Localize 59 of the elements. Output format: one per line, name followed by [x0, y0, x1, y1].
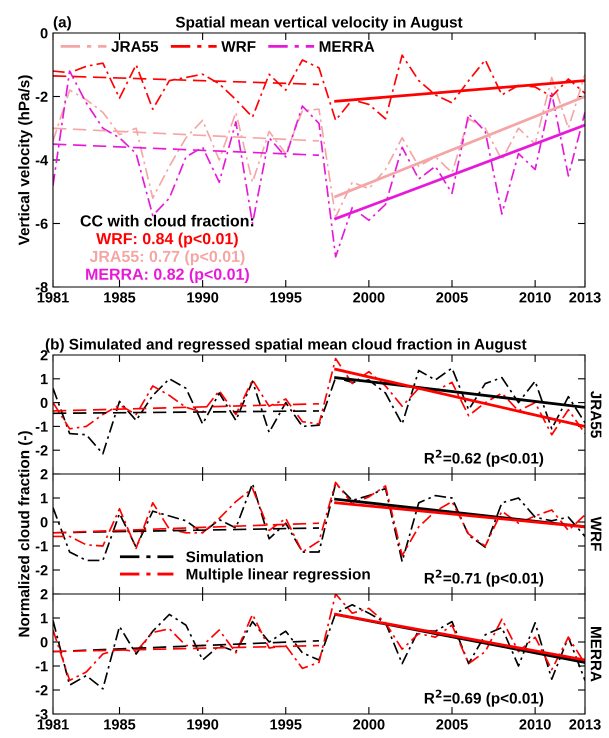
x-tick-label: 1990 [187, 292, 218, 303]
y-tick-label: 1 [40, 493, 48, 504]
x-tick-label: 2005 [436, 292, 468, 303]
legend-label: Simulation [186, 551, 263, 562]
x-tick-label: 2013 [569, 719, 601, 730]
y-tick-label: -2 [36, 92, 48, 102]
annotation: R$^{2}$=0.69 (p<0.01) [424, 690, 544, 707]
annotation: JRA55: 0.77 (p<0.01) [90, 250, 244, 266]
y-tick-label: -1 [36, 541, 48, 552]
y-tick-label: 0 [40, 398, 48, 408]
text: WRF [590, 516, 602, 551]
y-tick-label: -1 [36, 422, 48, 432]
y-tick-label: 1 [40, 374, 48, 384]
x-tick-label: 1981 [38, 292, 69, 303]
y-tick-label: 2 [40, 350, 48, 360]
annotation: R$^{2}$=0.62 (p<0.01) [424, 450, 544, 467]
y-tick-label: -4 [36, 155, 48, 166]
text: JRA55 [590, 390, 602, 438]
x-tick-label: 2000 [353, 719, 384, 730]
x-tick-label: 1985 [104, 719, 136, 730]
text: (a) [54, 16, 71, 30]
legend-label: JRA55 [111, 41, 158, 52]
y-tick-label: -8 [36, 282, 48, 292]
line-series [53, 54, 585, 122]
y-tick-label: -6 [36, 218, 48, 229]
chart-title: Spatial mean vertical velocity in August [176, 16, 462, 31]
x-tick-label: 2010 [519, 719, 551, 730]
y-tick-label: 0 [40, 637, 48, 648]
annotation: WRF: 0.84 (p<0.01) [96, 232, 238, 248]
annotation: MERRA: 0.82 (p<0.01) [86, 268, 249, 284]
legend-label: MERRA [320, 41, 374, 52]
y-axis-title: Normalized cloud fraction (-) [18, 431, 32, 637]
x-tick-label: 2000 [353, 292, 384, 303]
y-tick-label: 0 [40, 28, 48, 38]
x-tick-label: 1990 [187, 719, 218, 730]
y-tick-label: -1 [36, 661, 48, 672]
y-tick-label: -2 [36, 685, 48, 696]
y-tick-label: 1 [40, 613, 48, 624]
y-tick-label: 2 [40, 589, 48, 600]
y-tick-label: -3 [36, 709, 48, 720]
legend-label: WRF [221, 41, 256, 52]
x-tick-label: 2005 [436, 719, 468, 730]
chart-title: (b) Simulated and regressed spatial mean cloud fraction in August [46, 338, 526, 353]
x-tick-label: 1995 [270, 719, 302, 730]
y-tick-label: 2 [40, 469, 48, 480]
line-series [53, 358, 585, 436]
text: MERRA [590, 627, 602, 682]
y-tick-label: 0 [40, 517, 48, 528]
x-tick-label: 2010 [519, 292, 551, 303]
annotation: R$^{2}$=0.71 (p<0.01) [424, 570, 544, 587]
y-tick-label: -2 [36, 445, 48, 456]
x-tick-label: 1981 [38, 719, 69, 730]
x-tick-label: 2013 [569, 292, 601, 303]
x-tick-label: 1985 [104, 292, 136, 303]
y-tick-label: -2 [36, 565, 48, 576]
x-tick-label: 1995 [270, 292, 302, 303]
annotation: CC with cloud fraction: [80, 214, 254, 227]
legend-label: Multiple linear regression [186, 568, 370, 583]
y-axis-title: Vertical velocity (hPa/s) [18, 75, 32, 246]
